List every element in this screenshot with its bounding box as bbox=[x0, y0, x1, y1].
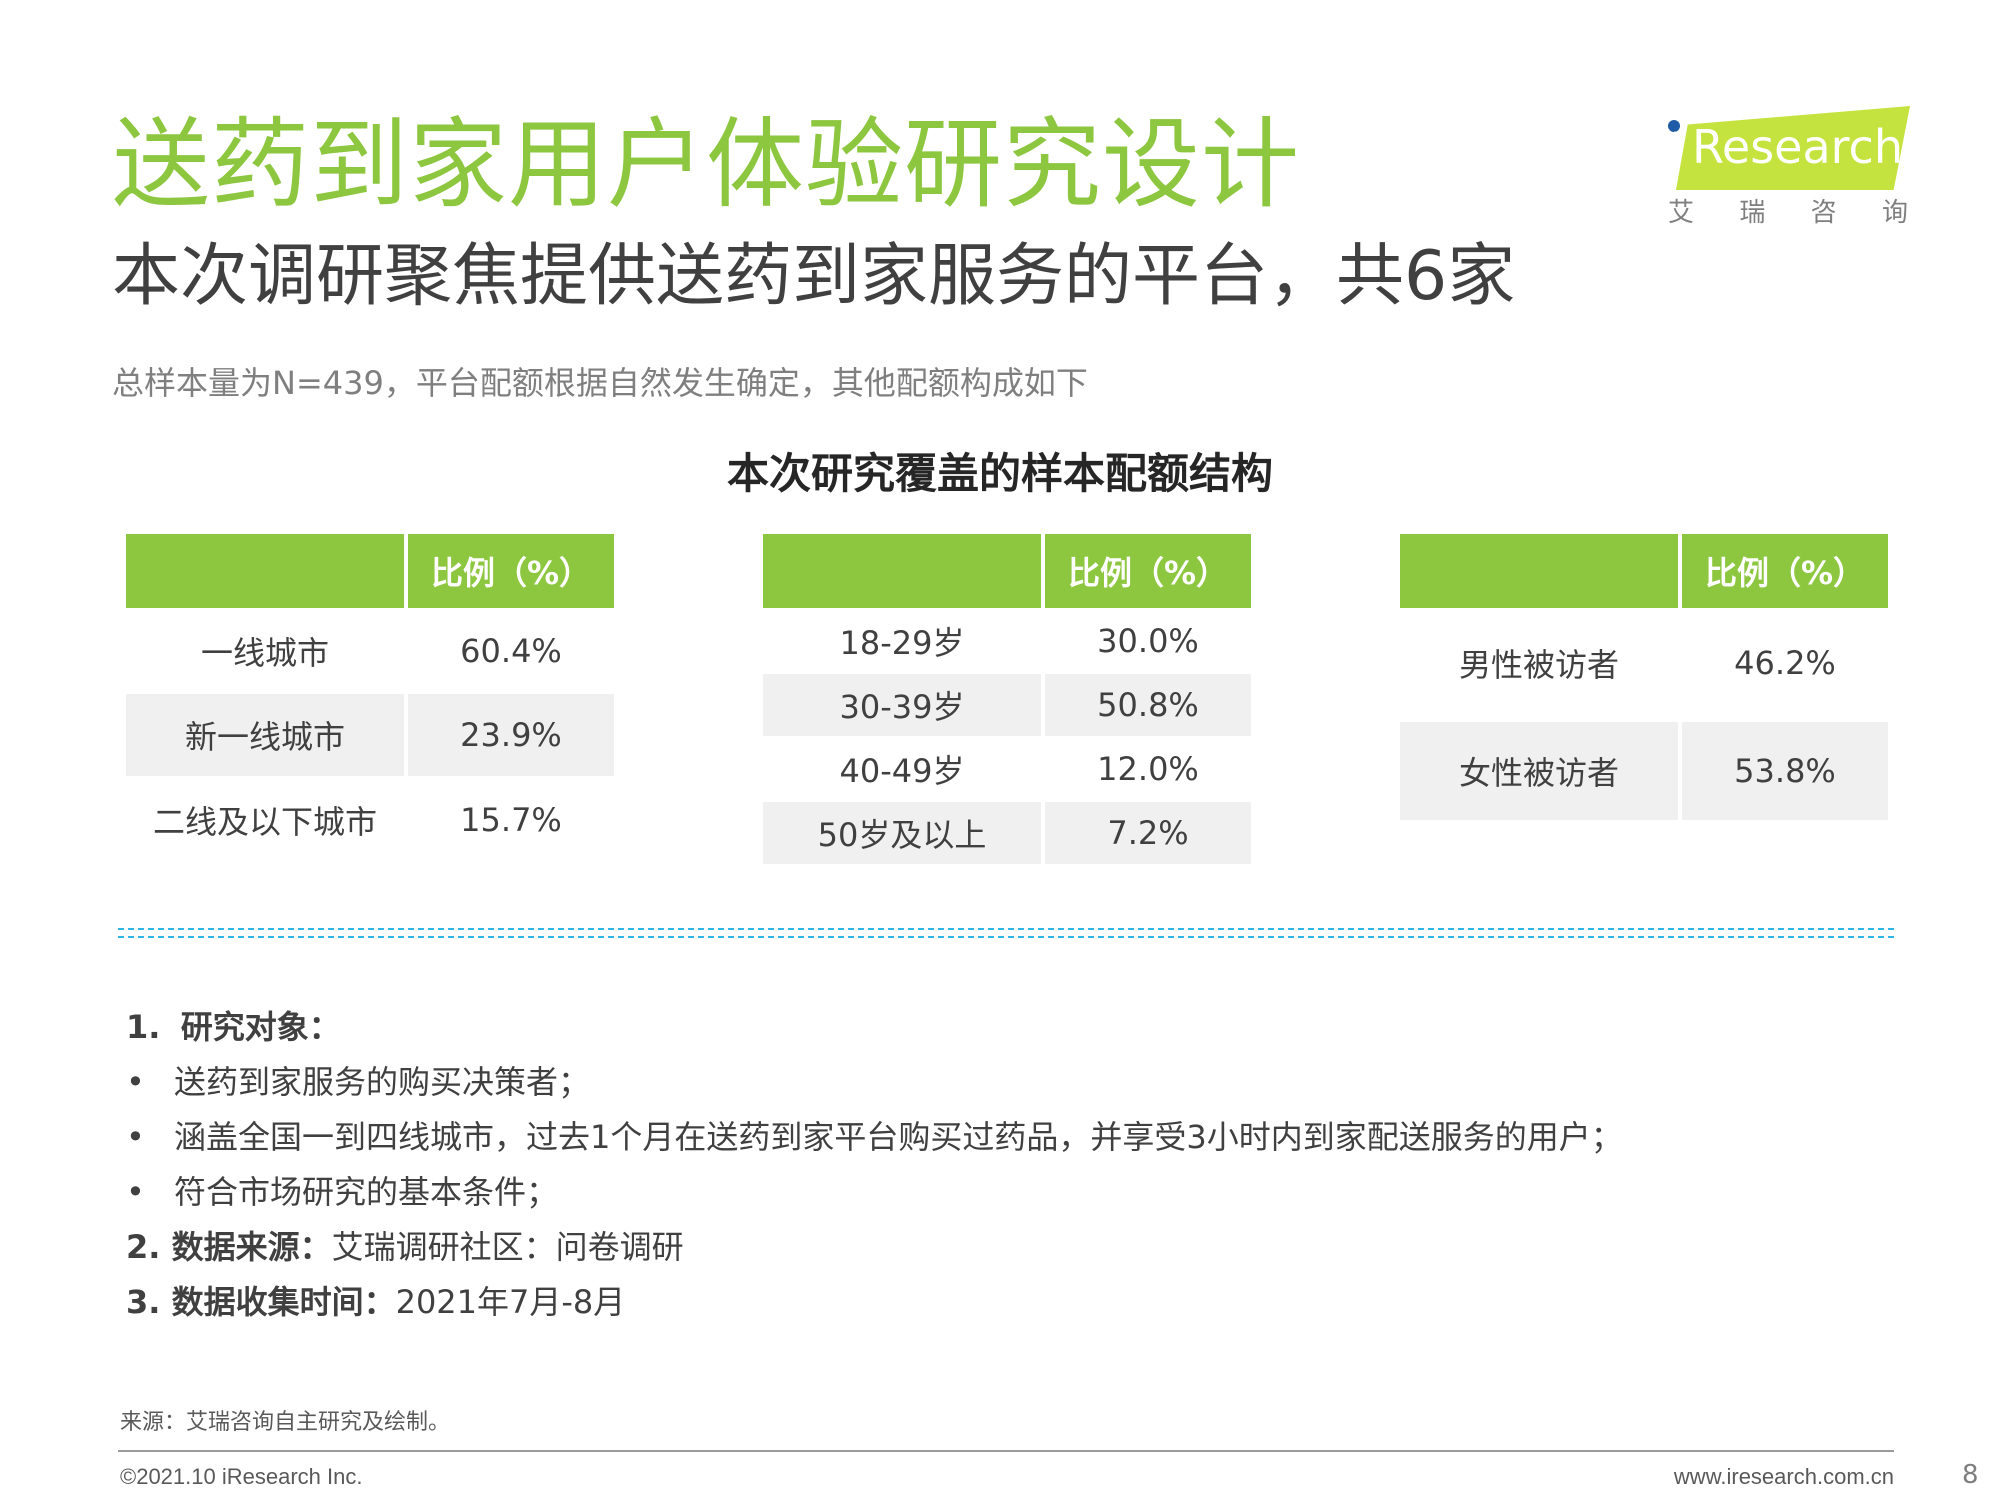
note-text: 2021年7月-8月 bbox=[395, 1283, 626, 1321]
bullet-item: • 涵盖全国一到四线城市，过去1个月在送药到家平台购买过药品，并享受3小时内到家配… bbox=[126, 1110, 1826, 1165]
row-label: 50岁及以上 bbox=[763, 802, 1045, 864]
bullet-mark: • bbox=[126, 1118, 145, 1156]
table-row: 50岁及以上 7.2% bbox=[763, 802, 1251, 864]
dashed-divider bbox=[118, 928, 1894, 930]
row-label: 40-49岁 bbox=[763, 736, 1045, 802]
row-label: 二线及以下城市 bbox=[126, 776, 408, 864]
row-value: 15.7% bbox=[460, 801, 562, 839]
page-number: 8 bbox=[1962, 1460, 1979, 1490]
table-header-ratio: 比例（%） bbox=[1045, 534, 1251, 608]
logo-cn-char: 询 bbox=[1881, 198, 1908, 228]
row-value: 12.0% bbox=[1097, 750, 1199, 788]
table-row: 二线及以下城市 15.7% bbox=[126, 776, 614, 864]
row-label: 18-29岁 bbox=[763, 608, 1045, 674]
table-row: 18-29岁 30.0% bbox=[763, 608, 1251, 674]
bullet-text: 符合市场研究的基本条件； bbox=[174, 1173, 559, 1211]
logo-wordmark: Research bbox=[1692, 120, 1903, 174]
table-header-label bbox=[126, 534, 408, 608]
table-header-row: 比例（%） bbox=[126, 534, 614, 608]
note-data-source: 2. 数据来源：艾瑞调研社区：问卷调研 bbox=[126, 1220, 1826, 1275]
table-header-ratio: 比例（%） bbox=[1682, 534, 1888, 608]
logo-cn-char: 艾 bbox=[1668, 198, 1695, 228]
note-research-subject: 1. 研究对象： bbox=[126, 1000, 1826, 1055]
sample-intro: 总样本量为N=439，平台配额根据自然发生确定，其他配额构成如下 bbox=[112, 364, 1088, 402]
note-title: 研究对象： bbox=[180, 1008, 341, 1046]
note-collection-time: 3. 数据收集时间：2021年7月-8月 bbox=[126, 1275, 1826, 1330]
gender-table: 比例（%） 男性被访者 46.2% 女性被访者 53.8% bbox=[1400, 534, 1888, 820]
logo-cn-char: 咨 bbox=[1810, 198, 1837, 228]
bullet-text: 涵盖全国一到四线城市，过去1个月在送药到家平台购买过药品，并享受3小时内到家配送… bbox=[174, 1118, 1623, 1156]
table-header-ratio: 比例（%） bbox=[408, 534, 614, 608]
table-header-label bbox=[763, 534, 1045, 608]
table-row: 新一线城市 23.9% bbox=[126, 694, 614, 776]
note-number: 1. bbox=[126, 1008, 161, 1046]
table-row: 40-49岁 12.0% bbox=[763, 736, 1251, 802]
bullet-item: • 送药到家服务的购买决策者； bbox=[126, 1055, 1826, 1110]
row-value: 23.9% bbox=[408, 694, 614, 776]
note-text: 艾瑞调研社区：问卷调研 bbox=[331, 1228, 684, 1266]
row-value: 50.8% bbox=[1045, 674, 1251, 736]
table-row: 30-39岁 50.8% bbox=[763, 674, 1251, 736]
row-label: 新一线城市 bbox=[126, 694, 408, 776]
row-value: 46.2% bbox=[1734, 644, 1836, 682]
source-note: 来源：艾瑞咨询自主研究及绘制。 bbox=[120, 1410, 451, 1435]
table-row: 男性被访者 46.2% bbox=[1400, 608, 1888, 718]
row-value: 60.4% bbox=[460, 632, 562, 670]
iresearch-logo: i Research 艾 瑞 咨 询 bbox=[1668, 106, 1910, 229]
age-group-table: 比例（%） 18-29岁 30.0% 30-39岁 50.8% 40-49岁 1… bbox=[763, 534, 1251, 864]
row-value: 53.8% bbox=[1682, 718, 1888, 820]
bullet-text: 送药到家服务的购买决策者； bbox=[174, 1063, 591, 1101]
note-title: 2. 数据来源： bbox=[126, 1228, 332, 1266]
copyright: ©2021.10 iResearch Inc. bbox=[120, 1464, 363, 1489]
logo-dot-icon bbox=[1668, 120, 1680, 132]
footer-rule bbox=[118, 1450, 1894, 1452]
table-row: 女性被访者 53.8% bbox=[1400, 718, 1888, 820]
row-label: 30-39岁 bbox=[763, 674, 1045, 736]
research-notes: 1. 研究对象： • 送药到家服务的购买决策者； • 涵盖全国一到四线城市，过去1个… bbox=[126, 1000, 1826, 1330]
logo-cn-char: 瑞 bbox=[1739, 198, 1766, 228]
row-value: 30.0% bbox=[1097, 622, 1199, 660]
logo-chinese-name: 艾 瑞 咨 询 bbox=[1668, 192, 1908, 229]
bullet-mark: • bbox=[126, 1173, 145, 1211]
table-header-row: 比例（%） bbox=[1400, 534, 1888, 608]
table-row: 一线城市 60.4% bbox=[126, 608, 614, 694]
logo-letter-i: i bbox=[1670, 124, 1683, 178]
table-header-label bbox=[1400, 534, 1682, 608]
row-label: 女性被访者 bbox=[1400, 718, 1682, 820]
city-tier-table: 比例（%） 一线城市 60.4% 新一线城市 23.9% 二线及以下城市 15.… bbox=[126, 534, 614, 864]
row-value: 7.2% bbox=[1045, 802, 1251, 864]
website-url: www.iresearch.com.cn bbox=[1673, 1464, 1894, 1489]
row-label: 一线城市 bbox=[126, 608, 408, 694]
table-header-row: 比例（%） bbox=[763, 534, 1251, 608]
note-title: 3. 数据收集时间： bbox=[126, 1283, 396, 1321]
page-title: 送药到家用户体验研究设计 bbox=[112, 108, 1301, 222]
dashed-divider bbox=[118, 936, 1894, 938]
bullet-mark: • bbox=[126, 1063, 145, 1101]
quota-structure-heading: 本次研究覆盖的样本配额结构 bbox=[726, 449, 1273, 498]
page-subtitle: 本次调研聚焦提供送药到家服务的平台，共6家 bbox=[112, 237, 1516, 316]
bullet-item: • 符合市场研究的基本条件； bbox=[126, 1165, 1826, 1220]
row-label: 男性被访者 bbox=[1400, 608, 1682, 718]
